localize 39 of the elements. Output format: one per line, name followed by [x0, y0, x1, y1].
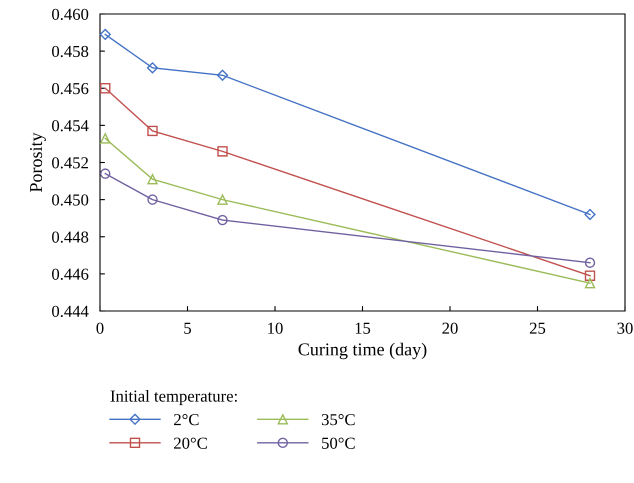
x-tick-label: 15	[356, 322, 370, 334]
x-axis-title: Curing time (day)	[298, 342, 426, 360]
point	[100, 28, 111, 40]
point	[146, 62, 158, 74]
y-tick-label: 0.454	[52, 120, 89, 132]
legend-label: 2°C	[174, 414, 199, 426]
point	[217, 214, 228, 226]
point	[584, 208, 596, 220]
point	[100, 83, 110, 94]
point	[147, 174, 158, 184]
x-tick-label: 30	[617, 322, 633, 334]
point	[217, 194, 228, 205]
y-tick-label: 0.458	[52, 46, 88, 58]
point	[147, 194, 158, 205]
legend-label: 50°C	[322, 438, 355, 449]
point	[100, 133, 110, 144]
y-tick-label: 0.448	[52, 231, 88, 243]
x-tick-label: 20	[442, 322, 458, 334]
point	[147, 126, 158, 136]
y-tick-label: 0.452	[52, 157, 88, 169]
x-tick-label: 5	[184, 322, 192, 334]
y-tick-label: 0.456	[52, 82, 88, 94]
point	[584, 258, 596, 268]
legend-label: 20°C	[174, 438, 207, 449]
point	[584, 270, 596, 281]
x-tick-label: 10	[268, 322, 283, 334]
y-tick-label: 0.446	[52, 268, 88, 280]
y-tick-label: 0.450	[52, 194, 88, 206]
x-tick-label: 0	[96, 322, 104, 334]
legend-title: Initial temperature:	[110, 390, 237, 406]
y-tick-label: 0.444	[52, 306, 89, 318]
y-axis-title: Porosity	[30, 132, 46, 192]
point	[584, 278, 596, 288]
point	[100, 168, 110, 179]
point	[216, 70, 228, 81]
legend-label: 35°C	[322, 414, 355, 426]
point	[217, 146, 228, 157]
y-tick-label: 0.460	[52, 8, 88, 20]
x-tick-label: 25	[530, 322, 546, 334]
